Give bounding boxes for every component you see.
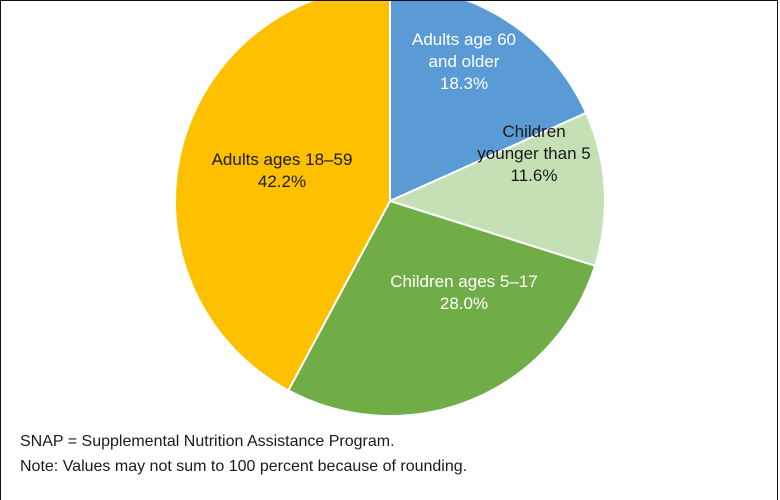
slice-value-label: 28.0% bbox=[440, 294, 488, 313]
slice-value-label: 18.3% bbox=[440, 74, 488, 93]
rounding-note: Note: Values may not sum to 100 percent … bbox=[20, 458, 468, 475]
slice-adults-18-59-label: Adults ages 18–59 42.2% bbox=[212, 150, 353, 191]
slice-children-5-17-label: Children ages 5–17 28.0% bbox=[390, 272, 537, 313]
slice-category-label: and older bbox=[429, 52, 500, 71]
chart-notes: SNAP = Supplemental Nutrition Assistance… bbox=[20, 429, 467, 479]
slice-adults-60-plus-label: Adults age 60 and older 18.3% bbox=[412, 30, 516, 93]
abbreviation-note: SNAP = Supplemental Nutrition Assistance… bbox=[20, 433, 395, 450]
slice-category-label: Adults age 60 bbox=[412, 30, 516, 49]
slice-value-label: 42.2% bbox=[258, 172, 306, 191]
slice-children-under-5-label: Children younger than 5 11.6% bbox=[477, 122, 590, 185]
pie-chart: Adults age 60 and older 18.3% Children young… bbox=[174, 1, 606, 417]
slice-children-5-17 bbox=[286, 199, 597, 417]
slice-category-label: Adults ages 18–59 bbox=[212, 150, 353, 169]
slice-adults-18-59 bbox=[174, 1, 391, 392]
slice-category-label: Children bbox=[502, 122, 565, 141]
slice-category-label: Children ages 5–17 bbox=[390, 272, 537, 291]
slice-adults-60-plus bbox=[389, 1, 588, 203]
slice-children-under-5 bbox=[387, 111, 606, 268]
slice-value-label: 11.6% bbox=[511, 166, 558, 185]
slice-category-label: younger than 5 bbox=[477, 144, 590, 163]
